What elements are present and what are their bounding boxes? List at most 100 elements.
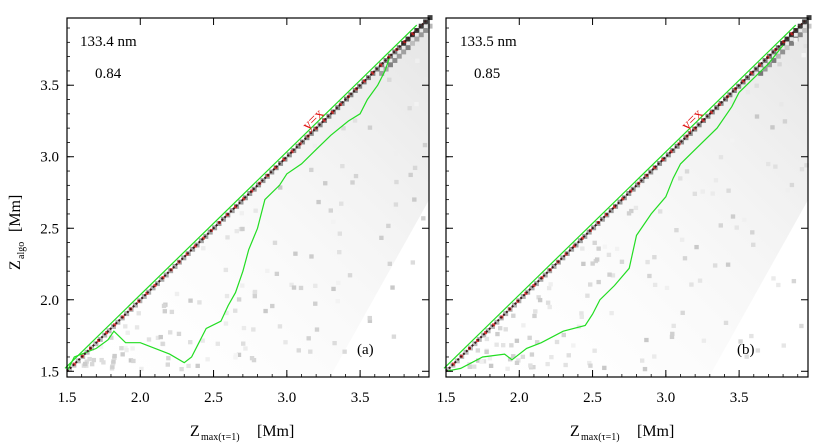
density-cell-scatter: [249, 356, 255, 361]
yx-marker: [161, 276, 165, 280]
density-cell-scatter: [131, 358, 136, 364]
density-cell-diagonal: [247, 191, 253, 196]
yx-marker: [661, 158, 665, 162]
density-cell-scatter: [639, 358, 645, 363]
density-cell-diagonal: [599, 216, 605, 222]
density-cell-diagonal: [560, 255, 566, 261]
density-cell-scatter: [799, 167, 805, 172]
panel-a-contour: [66, 57, 390, 372]
density-cell-near: [762, 66, 768, 72]
density-cell-diagonal: [106, 328, 112, 334]
y-tick-label: 3.5: [40, 78, 59, 94]
density-cell-scatter: [87, 356, 92, 362]
density-cell-scatter: [306, 336, 311, 341]
density-cell-scatter: [352, 118, 358, 123]
density-cell-scatter: [331, 286, 336, 292]
density-cell-scatter: [755, 348, 761, 353]
density-cell-diagonal: [256, 182, 262, 188]
density-cell-scatter: [528, 363, 533, 368]
density-cell-scatter: [669, 334, 675, 340]
density-cell-diagonal: [207, 229, 213, 235]
density-cell-scatter: [391, 334, 397, 339]
density-cell-scatter: [161, 303, 167, 309]
density-cell-scatter: [241, 341, 246, 346]
density-cell-scatter: [545, 300, 551, 305]
density-cell-scatter: [186, 363, 191, 369]
density-cell-scatter: [710, 191, 715, 196]
density-cell-diagonal: [551, 264, 557, 269]
density-cell-scatter: [596, 246, 601, 251]
density-cell-scatter: [233, 353, 238, 358]
density-cell-near: [758, 70, 764, 76]
density-cell-scatter: [367, 315, 372, 321]
yx-marker: [290, 150, 294, 154]
density-cell-scatter: [532, 313, 537, 319]
density-cell-scatter: [379, 235, 384, 241]
x-tick-label: 2.5: [204, 390, 223, 406]
density-cell-scatter: [481, 359, 487, 364]
density-cell-scatter: [607, 272, 612, 277]
density-cell-scatter: [296, 348, 301, 353]
density-cell-scatter: [647, 273, 652, 279]
density-cell-scatter: [514, 338, 520, 343]
panel-b-label: (b): [737, 342, 755, 358]
yx-marker: [492, 323, 496, 327]
density-cell-diagonal: [635, 182, 641, 188]
density-cell-scatter: [270, 303, 275, 309]
density-cell-diagonal: [304, 135, 310, 141]
density-cell-diagonal: [485, 328, 491, 334]
density-cell-diagonal: [190, 246, 196, 252]
density-cell-scatter: [101, 360, 106, 365]
density-cell-diagonal: [617, 199, 623, 205]
yx-marker: [371, 71, 375, 75]
density-cell-scatter: [799, 323, 804, 329]
panel-b-frame: [445, 17, 809, 378]
x-tick-label: 3.0: [277, 390, 296, 406]
density-cell-scatter: [744, 354, 749, 359]
density-cell-near: [784, 45, 790, 51]
density-cell-scatter: [674, 228, 679, 233]
density-cell-scatter: [99, 357, 104, 363]
panel-b-x-axis-label: Z max(τ=1) [Mm]: [570, 423, 674, 443]
yx-marker: [282, 158, 286, 162]
panel-a-ticks: 1.5 2.0 2.5 3.0 3.5 1.5 2.0 2.5 3.0 3.5: [40, 18, 429, 406]
density-cell-scatter: [472, 364, 477, 369]
panel-a-frame: [66, 17, 430, 378]
density-cell-scatter: [610, 273, 616, 278]
density-cell-scatter: [479, 359, 484, 364]
yx-marker: [484, 331, 488, 335]
density-cell-scatter: [408, 172, 413, 178]
density-cell-scatter: [633, 205, 639, 211]
density-cell-scatter: [587, 360, 592, 366]
panel-a-xlabel-main: Z: [190, 423, 200, 440]
density-cell-scatter: [313, 283, 318, 289]
density-cell-scatter: [347, 273, 353, 278]
density-cell-scatter: [128, 358, 134, 363]
density-cell-scatter: [393, 202, 399, 207]
density-cell-scatter: [386, 223, 391, 229]
density-cell-scatter: [670, 331, 675, 337]
density-cell-scatter: [554, 339, 560, 345]
density-cell-scatter: [188, 340, 193, 345]
density-cell-scatter: [629, 208, 634, 214]
density-cell-scatter: [694, 244, 699, 250]
density-cell-scatter: [328, 208, 333, 213]
density-cell-scatter: [751, 242, 756, 247]
panel-a-diagonal-contour: [64, 24, 418, 369]
density-cell-scatter: [241, 325, 247, 331]
density-cell-diagonal: [115, 319, 121, 325]
density-cell-diagonal: [806, 15, 812, 21]
density-cell-scatter: [679, 237, 685, 242]
density-cell-scatter: [476, 358, 481, 363]
yx-marker: [185, 252, 189, 256]
yx-marker: [564, 252, 568, 256]
density-cell-scatter: [167, 330, 173, 335]
density-cell-scatter: [619, 259, 625, 264]
density-cell-scatter: [252, 289, 258, 295]
panel-a-label: (a): [357, 342, 374, 358]
density-cell-scatter: [782, 119, 788, 124]
panel-a-ylabel-sub: algo: [16, 242, 27, 259]
density-cell-near: [418, 32, 424, 38]
yx-marker: [274, 165, 278, 169]
density-cell-diagonal: [67, 366, 72, 372]
